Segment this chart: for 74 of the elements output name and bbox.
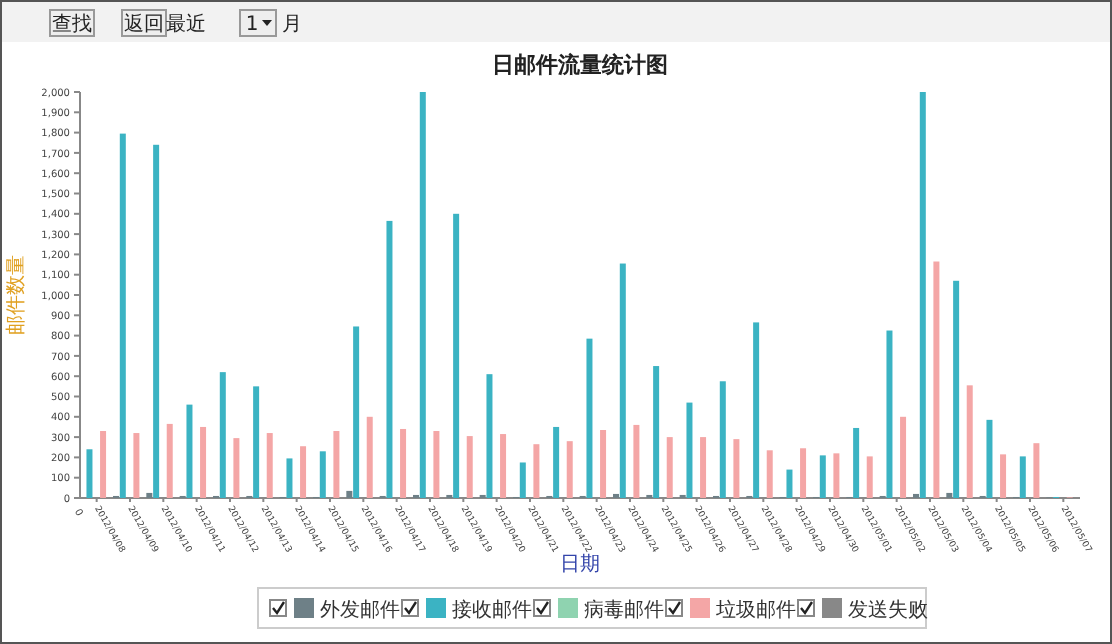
text: 月 <box>282 14 302 36</box>
bar <box>333 431 340 498</box>
legend-label: 接收邮件 <box>452 598 532 622</box>
bar <box>566 441 573 498</box>
bar <box>886 330 893 498</box>
bar <box>986 419 993 498</box>
bar <box>786 469 793 498</box>
bar <box>1000 454 1007 498</box>
bar <box>486 374 493 498</box>
bar <box>819 455 826 498</box>
bar <box>853 427 860 498</box>
bar <box>386 220 393 498</box>
bar <box>166 423 173 498</box>
bar <box>100 431 107 498</box>
bar <box>933 261 940 498</box>
bar <box>966 385 973 498</box>
bar <box>653 366 660 498</box>
bar <box>700 437 707 498</box>
bar <box>753 322 760 498</box>
bar <box>866 456 873 498</box>
bar <box>233 438 240 498</box>
bar <box>666 437 673 498</box>
x-axis-title: 日期 <box>560 552 600 576</box>
legend-label: 垃圾邮件 <box>714 598 796 622</box>
bar <box>453 213 460 498</box>
bar <box>353 326 360 498</box>
bar <box>800 448 807 498</box>
bar <box>1019 456 1026 498</box>
bar <box>346 490 353 498</box>
bar <box>300 446 307 498</box>
bar <box>500 434 507 498</box>
bar <box>686 402 693 498</box>
bar <box>253 386 260 498</box>
legend-label: 外发邮件 <box>320 598 400 622</box>
bar <box>619 263 626 498</box>
bar <box>266 433 273 498</box>
bar <box>366 416 373 498</box>
bar <box>219 372 226 498</box>
bar <box>953 280 960 498</box>
bar <box>586 338 593 498</box>
bar <box>733 439 740 498</box>
bar <box>833 453 840 498</box>
bar <box>466 436 473 498</box>
text: 返回 <box>124 12 164 36</box>
bar <box>133 433 140 498</box>
text: 查找 <box>52 12 92 36</box>
legend-label: 发送失败 <box>848 598 928 622</box>
bar <box>766 450 773 498</box>
bar <box>919 92 926 498</box>
bar <box>86 449 93 498</box>
bar <box>719 381 726 498</box>
bar <box>419 92 426 498</box>
bar <box>946 492 953 498</box>
bar <box>533 444 540 498</box>
bar <box>319 451 326 498</box>
bar <box>119 133 126 498</box>
bar <box>153 144 160 498</box>
bar <box>553 426 560 498</box>
legend-label: 病毒邮件 <box>584 598 664 622</box>
bar <box>400 428 407 498</box>
bar <box>286 458 293 498</box>
bar <box>433 431 440 498</box>
chart-title: 日邮件流量统计图 <box>492 52 668 78</box>
text: 1 <box>245 14 259 36</box>
bar <box>519 462 526 498</box>
bar <box>633 424 640 498</box>
bar <box>186 404 193 498</box>
bar <box>200 426 207 498</box>
bar <box>146 492 153 498</box>
y-axis-title: 邮件数量 <box>4 255 28 335</box>
bar <box>1033 443 1040 498</box>
bar <box>900 416 907 498</box>
bar <box>600 429 607 498</box>
text: 最近 <box>166 12 206 36</box>
